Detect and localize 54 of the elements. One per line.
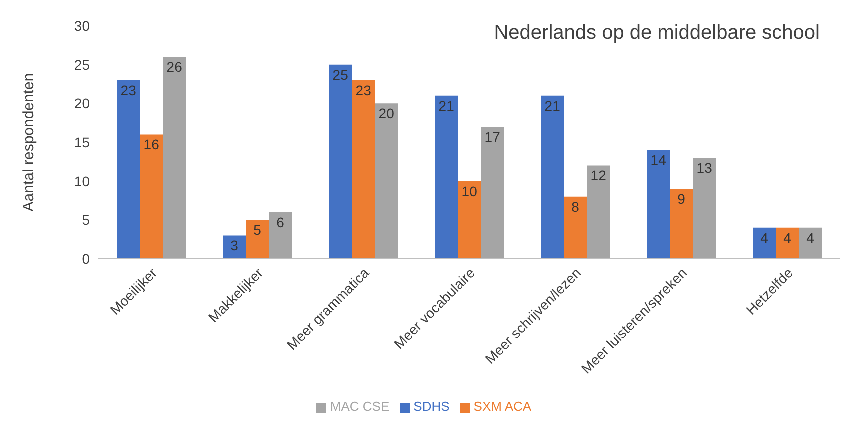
- bar: [269, 212, 292, 259]
- y-tick-label: 15: [74, 134, 90, 150]
- y-tick-label: 20: [74, 96, 90, 112]
- bar: [163, 57, 186, 259]
- bar: [352, 80, 376, 259]
- bar: [693, 158, 716, 259]
- legend-label: MAC CSE: [330, 399, 390, 414]
- bar: [140, 134, 164, 259]
- data-label: 9: [678, 191, 686, 208]
- legend-label: SDHS: [414, 399, 450, 414]
- bar: [481, 126, 504, 259]
- data-label: 12: [590, 168, 607, 184]
- bar: [329, 64, 352, 259]
- bar: [375, 104, 398, 259]
- data-label: 17: [484, 128, 501, 145]
- y-tick-label: 10: [74, 173, 90, 190]
- data-label: 21: [438, 98, 455, 114]
- data-label: 5: [254, 222, 262, 238]
- data-label: 20: [378, 106, 395, 122]
- bar: [799, 228, 822, 259]
- chart-title: Nederlands op de middelbare school: [494, 22, 820, 45]
- bar: [647, 150, 670, 259]
- data-label: 6: [276, 214, 285, 230]
- data-label: 3: [230, 238, 239, 254]
- y-axis-title: Aantal respondenten: [20, 73, 38, 212]
- data-label: 23: [120, 82, 137, 98]
- bar: [564, 196, 588, 259]
- data-label: 8: [572, 198, 580, 215]
- bar: [753, 228, 776, 259]
- y-tick-label: 25: [74, 56, 90, 73]
- data-label: 25: [332, 66, 349, 83]
- bar: [435, 96, 458, 259]
- data-label: 4: [760, 230, 769, 246]
- data-label: 13: [696, 160, 713, 176]
- data-label: 14: [650, 152, 667, 168]
- legend-label: SXM ACA: [474, 399, 532, 414]
- bar: [246, 220, 270, 259]
- y-tick-label: 0: [82, 250, 90, 267]
- data-label: 23: [356, 82, 372, 98]
- bar: [587, 166, 610, 259]
- y-tick-label: 5: [82, 212, 90, 228]
- bar: [117, 80, 140, 259]
- data-label: 4: [784, 230, 792, 246]
- data-label: 26: [166, 59, 183, 76]
- data-label: 21: [544, 98, 561, 114]
- data-label: 4: [806, 230, 815, 246]
- data-label: 16: [144, 136, 160, 153]
- bar: [541, 96, 564, 259]
- y-tick-label: 30: [74, 18, 90, 34]
- bar: [670, 189, 694, 259]
- data-label: 10: [462, 183, 478, 200]
- bar: [458, 181, 482, 259]
- bar: [223, 236, 246, 259]
- bar: [776, 228, 800, 259]
